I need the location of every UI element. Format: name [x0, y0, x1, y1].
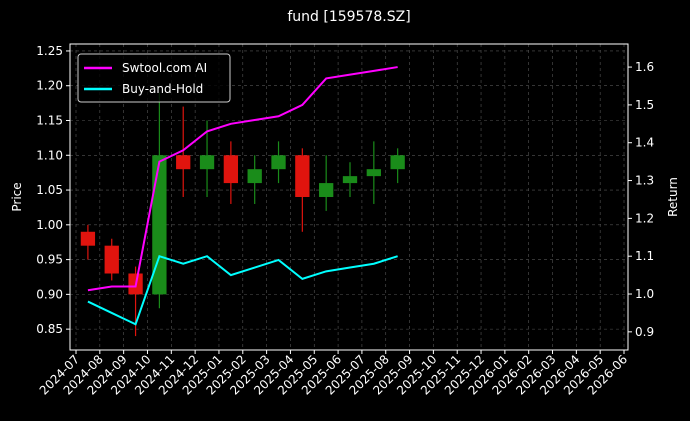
candle-body — [366, 169, 381, 177]
y2-tick-label: 1.0 — [635, 287, 654, 301]
y2-tick-label: 1.2 — [635, 211, 654, 225]
line-series — [87, 66, 398, 292]
y2-tick-label: 1.1 — [635, 249, 654, 263]
candle-body — [247, 169, 262, 184]
candle-body — [80, 231, 96, 246]
legend-label: Swtool.com AI — [122, 61, 207, 75]
legend-box — [77, 53, 231, 103]
legend-label: Buy-and-Hold — [122, 82, 203, 96]
chart-title: fund [159578.SZ] — [287, 9, 410, 25]
candle-body — [319, 183, 334, 197]
y-tick-label: 1.15 — [36, 114, 63, 128]
y-tick-label: 0.90 — [36, 287, 63, 301]
y2-tick-label: 1.5 — [635, 98, 654, 112]
y2-axis-label: Return — [666, 177, 680, 217]
line-series — [87, 254, 398, 326]
y2-tick-label: 1.6 — [635, 60, 654, 74]
candle-body — [342, 176, 358, 184]
candle-body — [199, 155, 215, 170]
plot-frame — [69, 43, 629, 351]
candle-body — [271, 155, 286, 170]
y2-tick-label: 0.9 — [635, 325, 654, 339]
legend: Swtool.com AI Buy-and-Hold — [77, 53, 231, 103]
y-tick-label: 0.95 — [36, 253, 63, 267]
y2-tick-label: 1.3 — [635, 174, 654, 188]
y2-tick-label: 1.4 — [635, 136, 654, 150]
candle-body — [176, 155, 191, 170]
y-tick-label: 0.85 — [36, 322, 63, 336]
y-tick-label: 1.00 — [36, 218, 63, 232]
candle-body — [104, 245, 119, 274]
candle-body — [390, 155, 405, 170]
y-tick-label: 1.10 — [36, 148, 63, 162]
candle-body — [223, 155, 239, 184]
candle-body — [295, 155, 310, 197]
y-axis-label: Price — [10, 182, 24, 211]
y-tick-label: 1.20 — [36, 79, 63, 93]
y-tick-label: 1.25 — [36, 44, 63, 58]
candle-body — [152, 155, 167, 295]
y-tick-label: 1.05 — [36, 183, 63, 197]
